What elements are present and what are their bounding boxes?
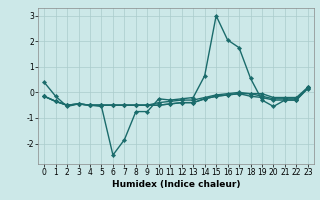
- X-axis label: Humidex (Indice chaleur): Humidex (Indice chaleur): [112, 180, 240, 189]
